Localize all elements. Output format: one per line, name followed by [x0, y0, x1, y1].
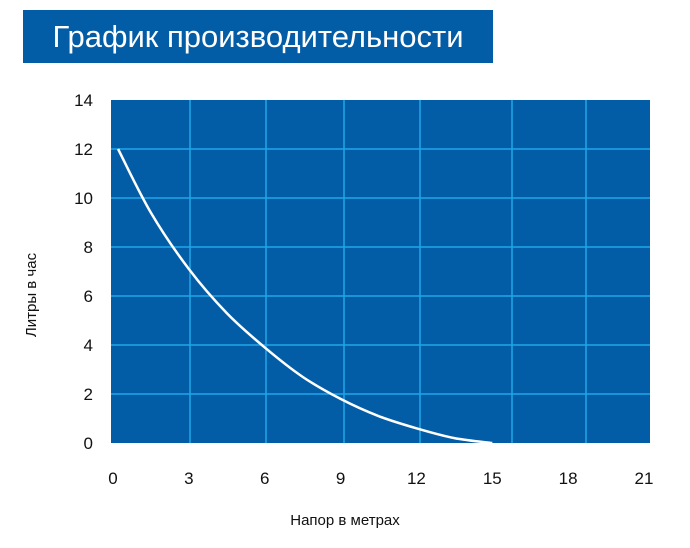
plot-area: [111, 100, 650, 443]
y-tick-label: 2: [84, 385, 93, 404]
series-line: [116, 148, 493, 445]
y-axis-ticks: 0 2 4 6 8 10 12 14: [74, 91, 93, 453]
x-tick-label: 3: [184, 469, 193, 488]
grid: [111, 100, 650, 443]
x-tick-label: 0: [108, 469, 117, 488]
x-axis-label: Напор в метрах: [290, 512, 400, 529]
x-tick-label: 6: [260, 469, 269, 488]
chart-title: График производительности: [52, 19, 464, 54]
y-tick-label: 10: [74, 189, 93, 208]
x-tick-label: 12: [407, 469, 426, 488]
y-tick-label: 4: [84, 336, 93, 355]
x-tick-label: 21: [635, 469, 654, 488]
y-tick-label: 12: [74, 140, 93, 159]
x-tick-label: 18: [559, 469, 578, 488]
x-tick-label: 9: [336, 469, 345, 488]
y-axis-label: Литры в час: [23, 252, 40, 337]
y-tick-label: 6: [84, 287, 93, 306]
title-banner: График производительности: [23, 10, 493, 63]
y-tick-label: 8: [84, 238, 93, 257]
x-axis-ticks: 0 3 6 9 12 15 18 21: [108, 469, 653, 488]
y-tick-label: 0: [84, 434, 93, 453]
x-tick-label: 15: [483, 469, 502, 488]
y-tick-label: 14: [74, 91, 93, 110]
